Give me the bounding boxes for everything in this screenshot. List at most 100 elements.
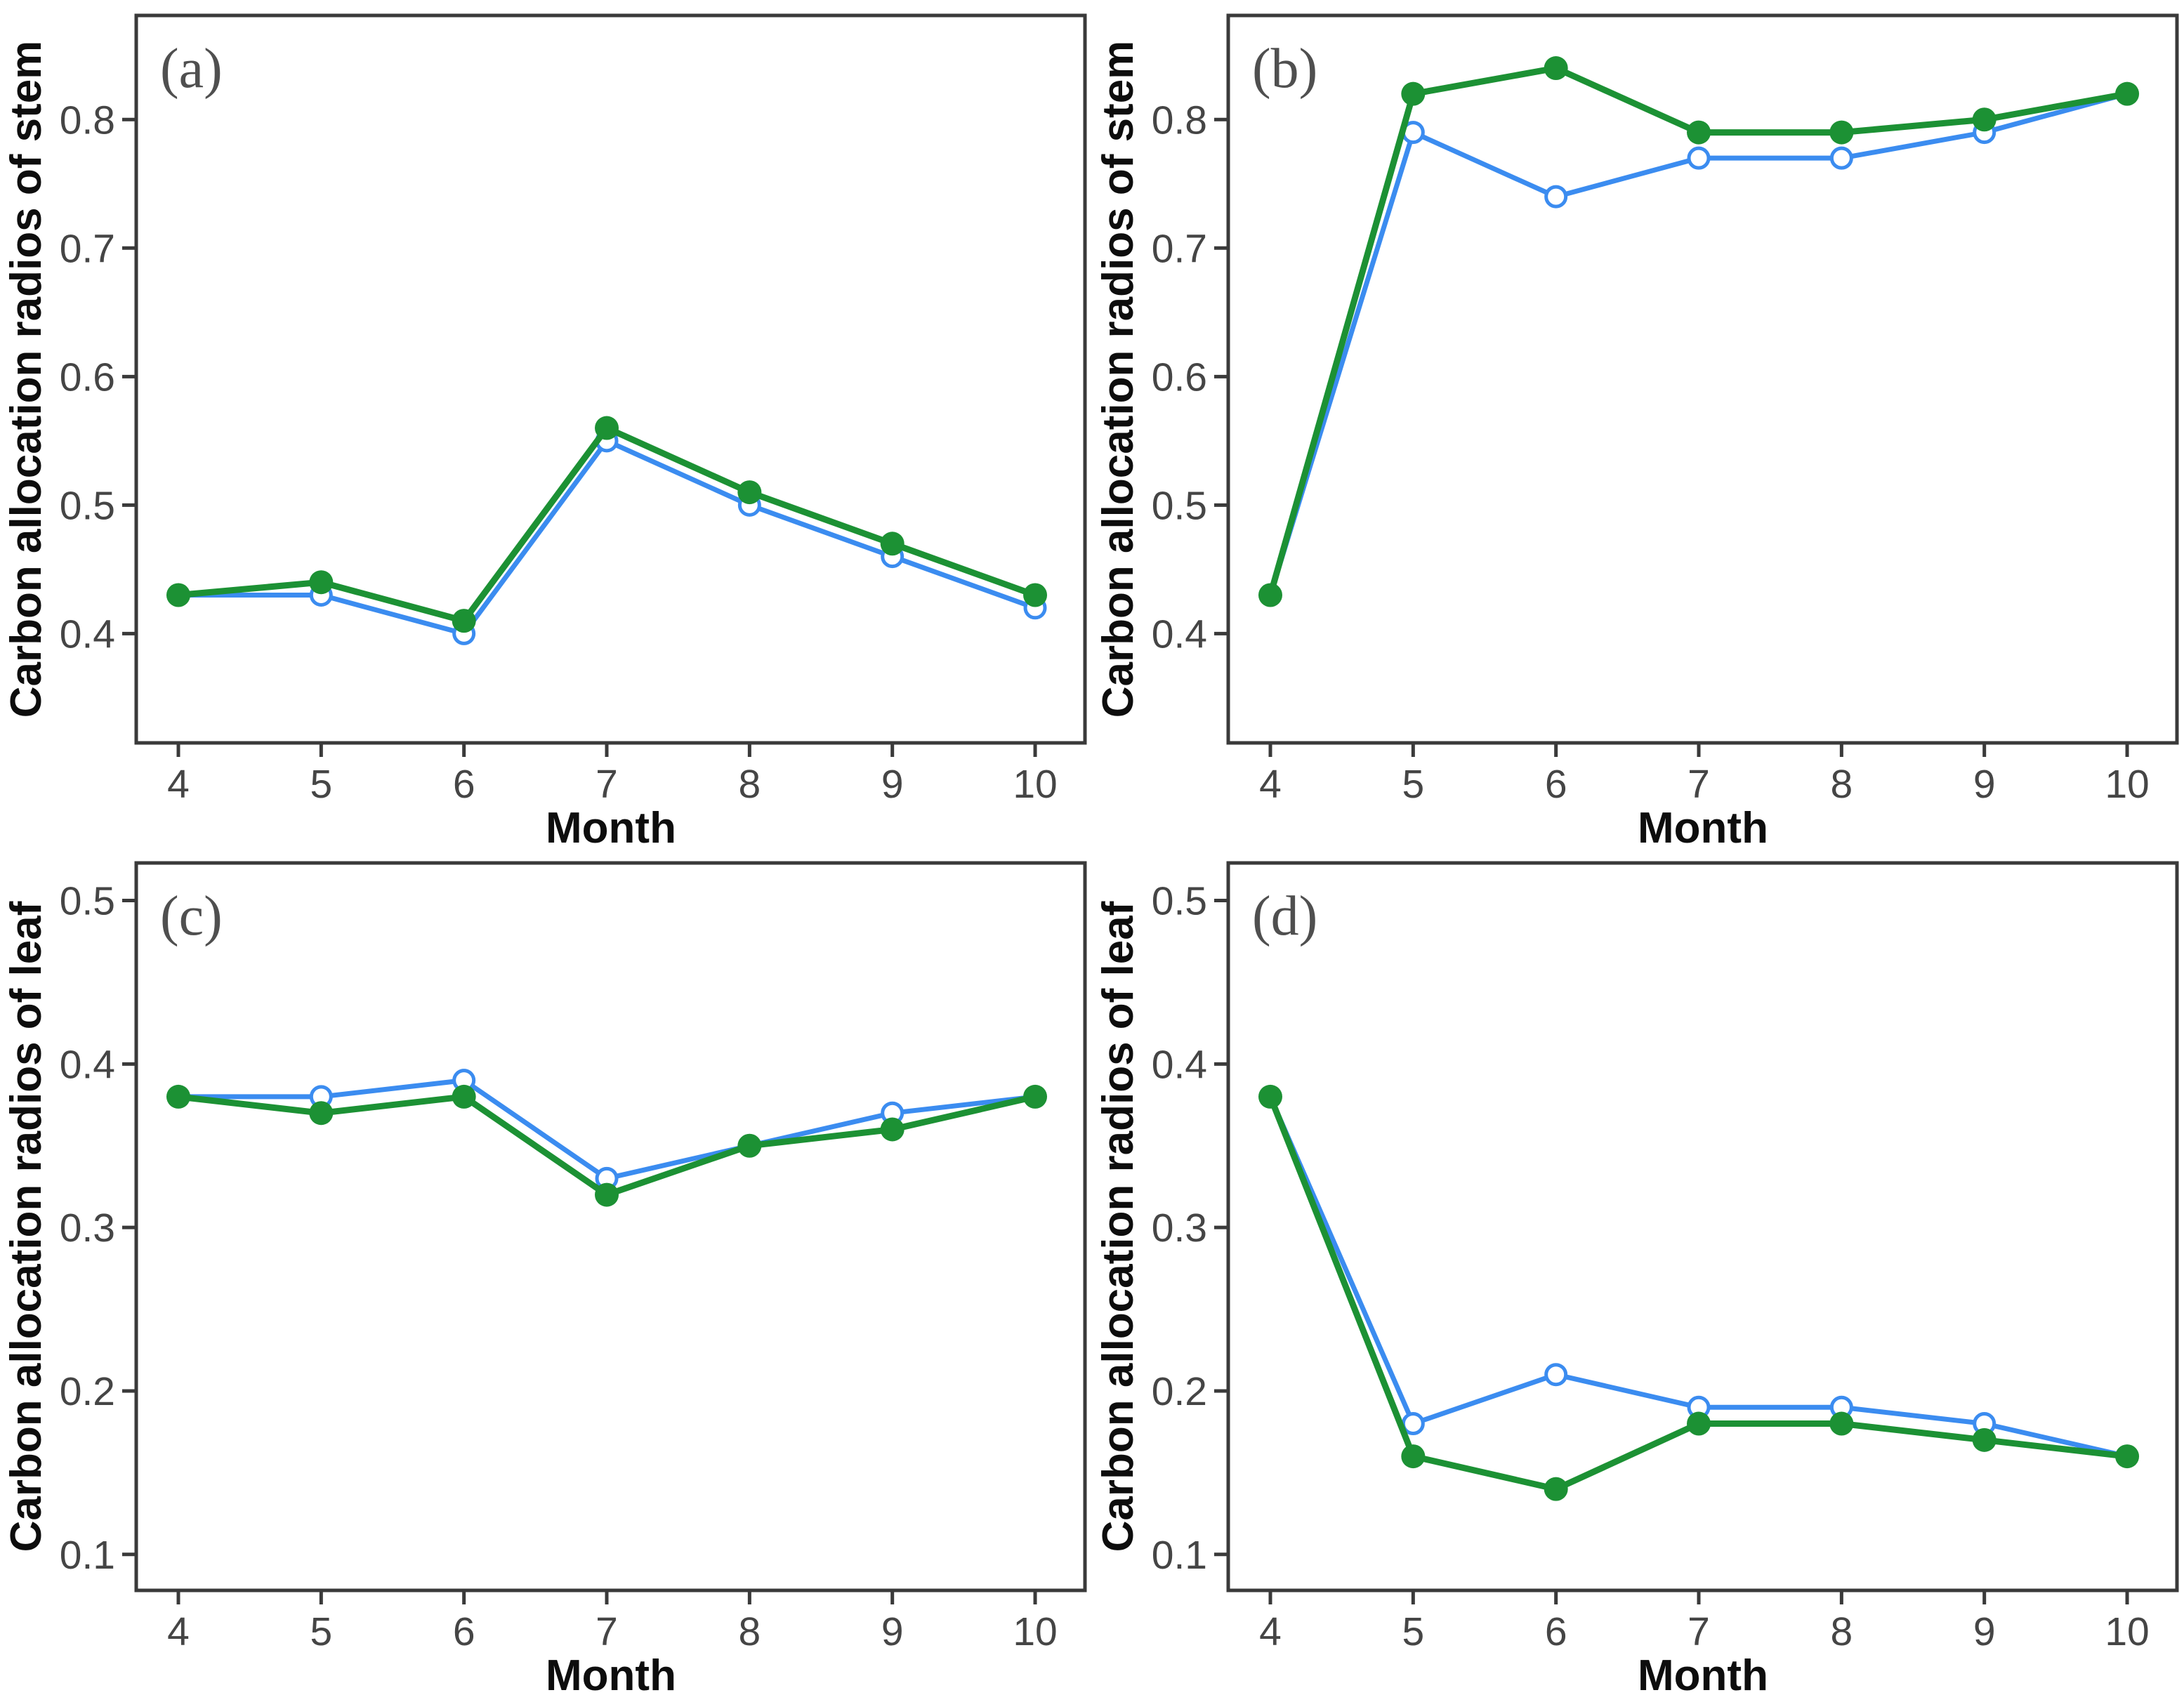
green-filled-circle-point	[1023, 583, 1048, 607]
green-filled-circle-point	[1829, 120, 1854, 145]
green-filled-circle-point	[166, 1084, 190, 1109]
x-tick-label: 7	[596, 762, 618, 807]
y-axis-title: Carbon allocation radios of leaf	[2, 901, 51, 1552]
x-axis-title: Month	[546, 1651, 676, 1695]
x-tick-label: 5	[310, 1609, 332, 1654]
panel-tag: (b)	[1252, 38, 1317, 100]
green-filled-circle-point	[595, 416, 619, 440]
x-tick-label: 6	[1545, 762, 1567, 807]
blue-open-circle-line	[176, 1078, 1038, 1181]
x-tick-label: 7	[1688, 762, 1710, 807]
x-tick-label: 10	[1013, 1609, 1057, 1654]
x-tick-label: 9	[881, 1609, 904, 1654]
panel-d: 0.1 0.2 0.3 0.4 0.5 4 5 6 7 8 9 10 (d) Month Carbon…	[1092, 848, 2184, 1695]
x-tick-label: 4	[1259, 762, 1282, 807]
y-tick-label: 0.3	[1152, 1206, 1207, 1251]
blue-open-circle-point	[1544, 1363, 1568, 1387]
green-filled-circle-point	[452, 609, 476, 633]
x-tick-label: 10	[2105, 1609, 2149, 1654]
chart-d: 0.1 0.2 0.3 0.4 0.5 4 5 6 7 8 9 10 (d) Month Carbon…	[1094, 861, 2179, 1695]
green-filled-circle-point	[880, 532, 904, 556]
y-axis-title: Carbon allocation radios of leaf	[1094, 901, 1143, 1552]
x-axis-title: Month	[1638, 804, 1768, 848]
y-tick-label: 0.5	[60, 879, 115, 924]
x-tick-label: 8	[1830, 762, 1853, 807]
y-tick-label: 0.2	[60, 1369, 115, 1414]
y-tick-label: 0.4	[1152, 1042, 1207, 1087]
green-filled-circle-point	[880, 1117, 904, 1142]
x-tick-label: 9	[1973, 762, 1996, 807]
y-tick-label: 0.8	[1152, 98, 1207, 143]
plot-area-b: 0.4 0.5 0.6 0.7 0.8 4 5 6 7 8 9 10	[1152, 13, 2179, 807]
plot-area-c: 0.1 0.2 0.3 0.4 0.5 4 5 6 7 8 9 10	[60, 861, 1087, 1654]
green-filled-circle-point	[452, 1084, 476, 1109]
chart-a: 0.4 0.5 0.6 0.7 0.8 4 5 6 7 8 9 10 (a) Month Carbon…	[2, 13, 1087, 848]
y-axis-title: Carbon allocation radios of stem	[1094, 41, 1143, 718]
y-tick-label: 0.6	[1152, 355, 1207, 400]
x-tick-label: 8	[1830, 1609, 1853, 1654]
green-filled-circle-point	[737, 1133, 762, 1158]
x-tick-label: 9	[1973, 1609, 1996, 1654]
x-tick-label: 5	[1402, 762, 1424, 807]
x-tick-label: 8	[738, 762, 761, 807]
green-filled-circle-point	[737, 480, 762, 505]
y-tick-label: 0.5	[1152, 879, 1207, 924]
green-filled-circle-point	[1401, 1444, 1426, 1469]
green-filled-circle-point	[2115, 81, 2140, 106]
green-filled-circle-point	[1972, 107, 1996, 132]
green-filled-circle-line	[175, 425, 1039, 624]
green-filled-circle-point	[1829, 1411, 1854, 1436]
x-tick-label: 7	[596, 1609, 618, 1654]
x-tick-label: 6	[453, 1609, 475, 1654]
plot-border	[1226, 861, 2179, 1592]
x-axis-title: Month	[1638, 1651, 1768, 1695]
blue-open-circle-point	[1687, 146, 1711, 170]
green-filled-circle-point	[1544, 1477, 1568, 1501]
green-filled-circle-point	[1401, 81, 1426, 106]
y-tick-label: 0.6	[60, 355, 115, 400]
panel-a: 0.4 0.5 0.6 0.7 0.8 4 5 6 7 8 9 10 (a) Month Carbon…	[0, 0, 1092, 848]
panel-tag: (c)	[160, 885, 223, 947]
plot-border	[1226, 13, 2179, 745]
x-tick-label: 4	[167, 762, 190, 807]
green-filled-circle-point	[1258, 583, 1282, 607]
panel-tag: (a)	[160, 38, 223, 100]
y-tick-label: 0.7	[1152, 226, 1207, 271]
green-filled-circle-point	[309, 1101, 334, 1126]
chart-c: 0.1 0.2 0.3 0.4 0.5 4 5 6 7 8 9 10 (c) Month Carbon…	[2, 861, 1087, 1695]
green-filled-circle-point	[2115, 1444, 2140, 1469]
y-tick-label: 0.4	[60, 612, 115, 657]
x-tick-label: 6	[1545, 1609, 1567, 1654]
y-tick-label: 0.7	[60, 226, 115, 271]
green-filled-circle-point	[1023, 1084, 1048, 1109]
x-tick-label: 10	[1013, 762, 1057, 807]
y-tick-label: 0.3	[60, 1206, 115, 1251]
y-tick-label: 0.4	[1152, 612, 1207, 657]
green-filled-circle-point	[1258, 1084, 1282, 1109]
plot-border	[134, 13, 1087, 745]
x-tick-label: 10	[2105, 762, 2149, 807]
y-tick-label: 0.5	[60, 483, 115, 528]
y-axis-title: Carbon allocation radios of stem	[2, 41, 51, 718]
y-tick-label: 0.8	[60, 98, 115, 143]
green-filled-circle-point	[309, 570, 334, 595]
plot-area-a: 0.4 0.5 0.6 0.7 0.8 4 5 6 7 8 9 10	[60, 13, 1087, 807]
chart-b: 0.4 0.5 0.6 0.7 0.8 4 5 6 7 8 9 10 (b) Month Carbon…	[1094, 13, 2179, 848]
y-tick-label: 0.4	[60, 1042, 115, 1087]
x-axis-title: Month	[546, 804, 676, 848]
x-tick-label: 6	[453, 762, 475, 807]
x-tick-label: 5	[310, 762, 332, 807]
x-tick-label: 8	[738, 1609, 761, 1654]
blue-open-circle-line	[176, 438, 1038, 636]
blue-open-circle-point	[1829, 146, 1853, 170]
x-tick-label: 4	[167, 1609, 190, 1654]
panel-tag: (d)	[1252, 885, 1317, 947]
x-tick-label: 4	[1259, 1609, 1282, 1654]
green-filled-circle-point	[595, 1182, 619, 1207]
y-tick-label: 0.2	[1152, 1369, 1207, 1414]
green-filled-circle-point	[1972, 1427, 1996, 1452]
x-tick-label: 7	[1688, 1609, 1710, 1654]
x-tick-label: 9	[881, 762, 904, 807]
plot-area-d: 0.1 0.2 0.3 0.4 0.5 4 5 6 7 8 9 10	[1152, 861, 2179, 1654]
